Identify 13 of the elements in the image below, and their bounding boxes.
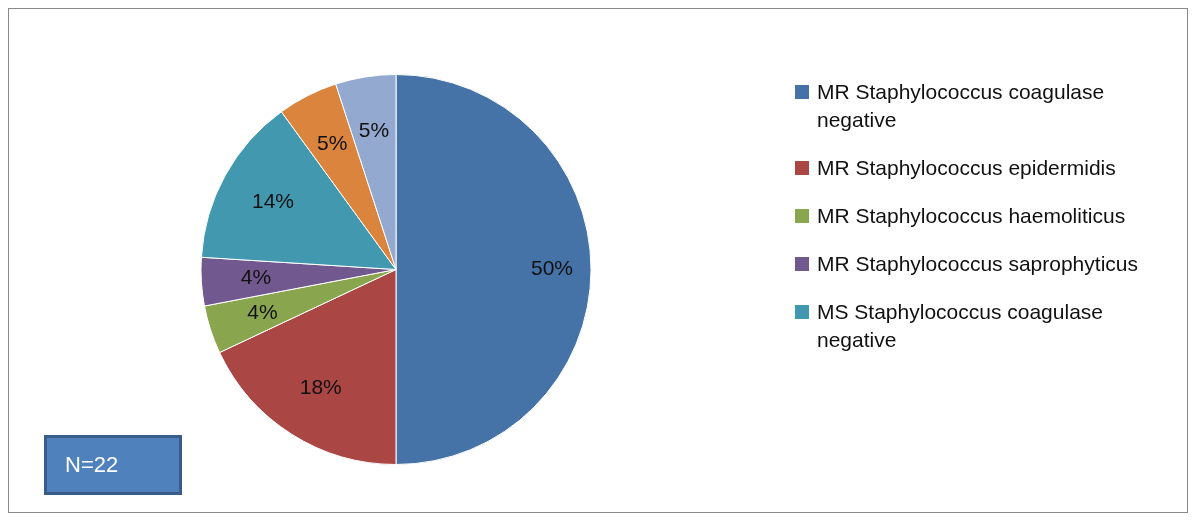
legend-label: MR Staphylococcus haemoliticus bbox=[817, 203, 1126, 229]
legend-label: MR Staphylococcus epidermidis bbox=[817, 155, 1116, 181]
data-label: 4% bbox=[247, 299, 278, 323]
data-label: 4% bbox=[240, 265, 272, 289]
data-label: 14% bbox=[251, 188, 294, 212]
data-label: 18% bbox=[299, 374, 342, 398]
legend-label: MS Staphylococcus coagulase negative bbox=[817, 299, 1104, 353]
data-label: 5% bbox=[358, 117, 390, 141]
label-box: N=22 bbox=[44, 435, 182, 495]
legend-label: MR Staphylococcus saprophyticus bbox=[817, 251, 1138, 277]
data-label: 5% bbox=[317, 131, 348, 155]
legend-label: MR Staphylococcus coagulase negative bbox=[817, 79, 1106, 133]
data-label: 50% bbox=[530, 256, 574, 280]
